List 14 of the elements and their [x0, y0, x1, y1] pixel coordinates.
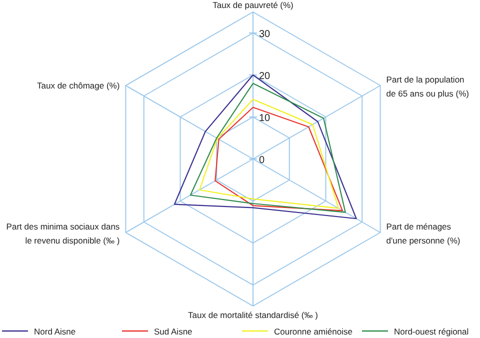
spoke-label: Part de la population de 65 ans ou plus (%) [386, 74, 470, 98]
spoke-label: Part des minima sociaux dans le revenu disponible (‰ ) [6, 222, 120, 246]
y-tick-label: 0 [259, 155, 265, 166]
spoke-label: Taux de chômage (%) [37, 80, 120, 90]
spoke-label: Taux de mortalité standardisé (‰ ) [188, 310, 318, 320]
legend-label: Couronne amiénoise [274, 326, 353, 336]
y-tick-label: 10 [259, 113, 271, 124]
spoke-label: Taux de pauvreté (%) [212, 0, 294, 10]
y-tick-label: 20 [259, 71, 271, 82]
legend-label: Nord Aisne [34, 326, 76, 336]
legend-label: Sud Aisne [154, 326, 193, 336]
spoke-label: Part de ménages d'une personne (%) [386, 222, 460, 246]
y-tick-label: 30 [259, 29, 271, 40]
legend-label: Nord-ouest régional [394, 326, 469, 336]
